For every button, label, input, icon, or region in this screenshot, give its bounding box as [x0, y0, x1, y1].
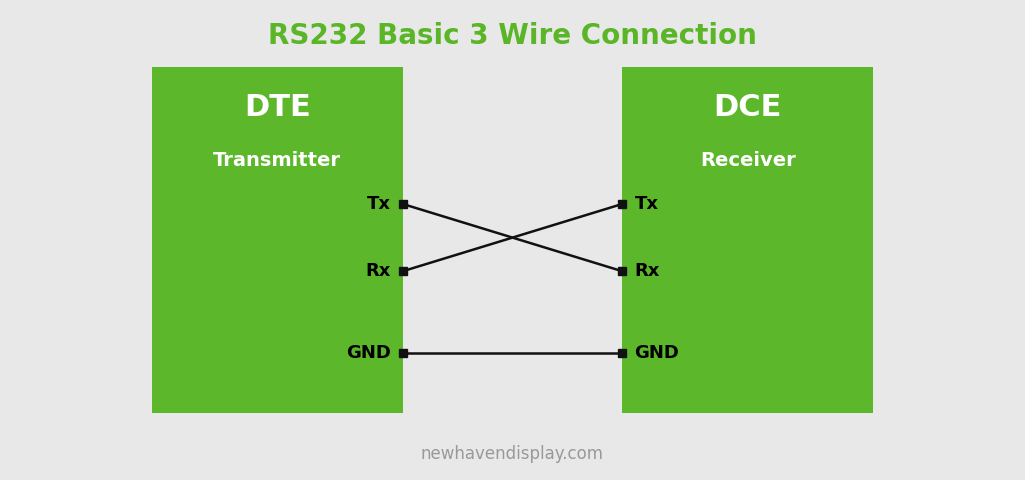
- Bar: [152, 67, 403, 413]
- Text: Rx: Rx: [365, 262, 391, 280]
- Text: newhavendisplay.com: newhavendisplay.com: [421, 444, 604, 463]
- Bar: [622, 67, 873, 413]
- Text: DCE: DCE: [713, 94, 782, 122]
- Text: RS232 Basic 3 Wire Connection: RS232 Basic 3 Wire Connection: [269, 22, 756, 50]
- Text: Receiver: Receiver: [700, 151, 795, 170]
- Text: GND: GND: [345, 344, 391, 362]
- Text: Rx: Rx: [634, 262, 660, 280]
- Text: DTE: DTE: [244, 94, 311, 122]
- Text: Tx: Tx: [634, 195, 658, 213]
- Text: GND: GND: [634, 344, 680, 362]
- Text: Tx: Tx: [367, 195, 391, 213]
- Text: Transmitter: Transmitter: [213, 151, 341, 170]
